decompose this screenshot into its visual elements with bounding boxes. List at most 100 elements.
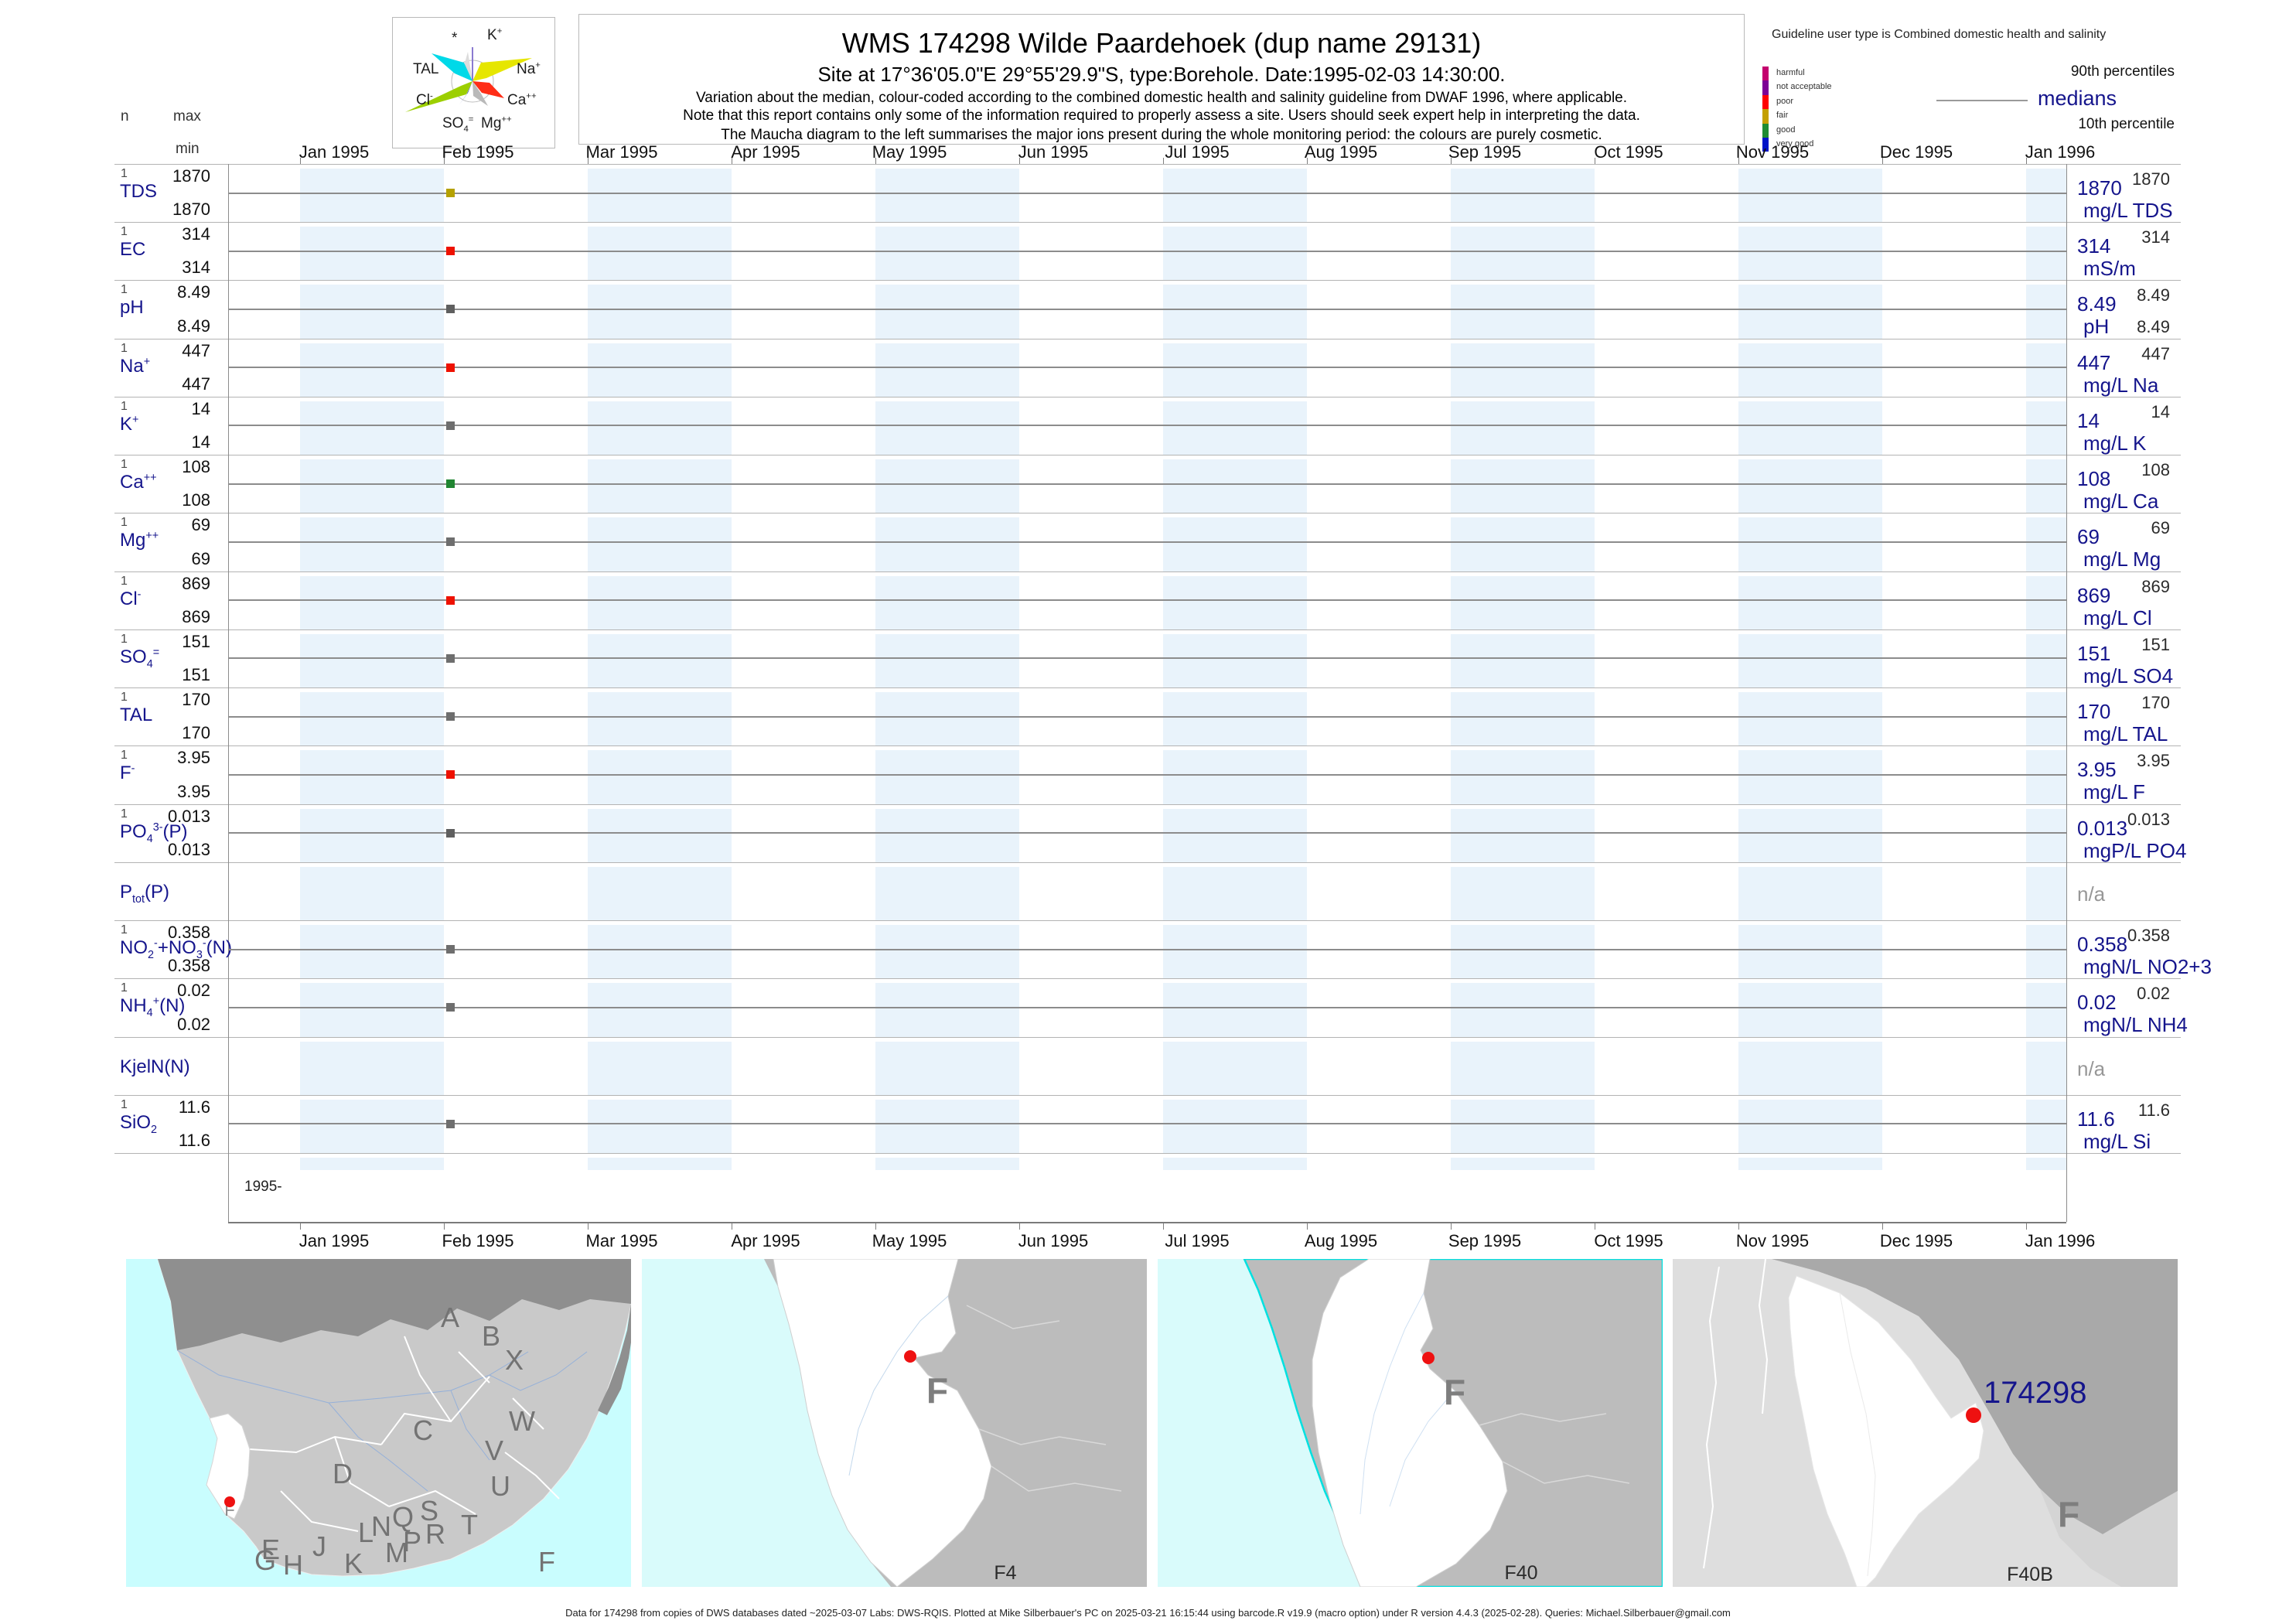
guideline-class-swatch [1762, 138, 1769, 152]
site-info-line: Site at 17°36'05.0"E 29°55'29.9"S, type:… [817, 63, 1506, 86]
parameter-name: Cl- [120, 588, 142, 609]
p90-value: 14 [2151, 401, 2170, 421]
month-stripe [1451, 517, 1595, 571]
unit-label: mgN/L NH4 [2083, 1013, 2188, 1037]
region-letter: F [2058, 1494, 2079, 1534]
median-value: 108 [2077, 467, 2111, 491]
sample-marker [446, 537, 455, 547]
row-min-value: 3.95 [177, 781, 210, 801]
median-line [228, 948, 2066, 950]
month-label-bottom: Apr 1995 [731, 1231, 800, 1250]
month-stripe [1163, 285, 1307, 339]
month-stripe [875, 227, 1019, 281]
row-min-value: 0.013 [167, 839, 210, 859]
catchment-f40b-highlight [1788, 1275, 1984, 1587]
drainage-region-letter: C [413, 1414, 433, 1446]
median-line [228, 192, 2066, 194]
row-max-value: 8.49 [177, 282, 210, 302]
maucha-blade-mg [473, 81, 488, 106]
p90-value: 314 [2141, 227, 2170, 247]
maucha-blade-misc [464, 52, 473, 81]
month-stripe [1738, 633, 1882, 688]
month-stripe [1738, 285, 1882, 339]
guideline-class-label: not acceptable [1776, 82, 1832, 92]
drainage-region-letter: E [261, 1534, 280, 1565]
unit-label: mg/L TDS [2083, 199, 2173, 222]
month-label-top: Jan 1995 [299, 142, 370, 162]
drainage-region-letter: U [490, 1470, 510, 1502]
month-stripe [875, 1158, 1019, 1170]
month-stripe [1163, 1158, 1307, 1170]
month-stripe [588, 401, 732, 455]
sample-count: 1 [121, 807, 128, 821]
sample-marker [446, 770, 455, 780]
parameter-name: TDS [120, 181, 157, 202]
month-stripe [1451, 633, 1595, 688]
row-max-value: 447 [182, 340, 210, 360]
month-stripe [875, 692, 1019, 746]
median-value: 11.6 [2077, 1107, 2115, 1131]
drainage-region-letter: P [403, 1526, 421, 1557]
month-stripe [588, 227, 732, 281]
month-stripe [875, 285, 1019, 339]
row-max-value: 170 [182, 690, 210, 710]
month-stripe [1163, 227, 1307, 281]
month-stripe [300, 459, 444, 513]
month-stripe [875, 808, 1019, 862]
sample-count: 1 [121, 341, 128, 355]
month-stripe [300, 343, 444, 397]
median-value: 14 [2077, 408, 2100, 432]
drainage-region-letter: L [358, 1517, 374, 1548]
min-column-header: min [176, 141, 200, 157]
month-stripe [2026, 925, 2066, 979]
footer-provenance-text: Data for 174298 from copies of DWS datab… [565, 1607, 1731, 1619]
p90-legend-label: 90th percentiles [2070, 63, 2175, 80]
plot-right-border [2066, 164, 2067, 1222]
median-line [228, 541, 2066, 543]
guideline-user-type-label: Guideline user type is Combined domestic… [1772, 28, 2107, 41]
row-min-value: 14 [191, 432, 210, 452]
month-label-bottom: Jan 1995 [299, 1231, 370, 1250]
drainage-region-letter: X [505, 1344, 524, 1376]
month-stripe [1451, 459, 1595, 513]
month-stripe [2026, 1099, 2066, 1153]
site-id-label: 174298 [1984, 1376, 2086, 1410]
month-stripe [588, 517, 732, 571]
month-stripe [875, 983, 1019, 1037]
axis-tick-bottom [1163, 1223, 1164, 1230]
month-label-bottom: Jun 1995 [1018, 1231, 1089, 1250]
sample-count: 1 [121, 516, 128, 530]
f4-panel-label: F4 [994, 1562, 1016, 1584]
year-range-label: 1995- [244, 1179, 282, 1195]
month-stripe [1163, 633, 1307, 688]
inner-boundary [1839, 1292, 1876, 1577]
median-line [228, 832, 2066, 834]
row-max-value: 869 [182, 573, 210, 593]
drainage-region-letter: M [385, 1537, 408, 1568]
site-marker-dot [904, 1350, 916, 1363]
sample-marker [446, 653, 455, 663]
p90-value: 447 [2141, 343, 2170, 363]
month-label-top: Apr 1995 [731, 142, 800, 162]
sample-count: 1 [121, 167, 128, 180]
p90-value: 69 [2151, 518, 2170, 538]
maucha-ion-label: TAL [413, 61, 439, 77]
p90-value: 0.358 [2127, 926, 2170, 946]
sample-count: 1 [121, 632, 128, 646]
month-stripe [875, 401, 1019, 455]
month-stripe [1738, 227, 1882, 281]
sample-count: 1 [121, 981, 128, 995]
axis-tick-top [2026, 158, 2027, 164]
month-stripe [1451, 227, 1595, 281]
sample-count: 1 [121, 574, 128, 588]
note-line-3: The Maucha diagram to the left summarise… [721, 127, 1602, 143]
month-stripe [2026, 227, 2066, 281]
month-stripe [588, 575, 732, 629]
unit-label: mg/L F [2083, 780, 2145, 804]
maucha-ion-label: SO4= [442, 114, 474, 134]
month-stripe [1738, 169, 1882, 223]
month-stripe [300, 285, 444, 339]
unit-label: mS/m [2083, 257, 2136, 281]
month-stripe [1163, 925, 1307, 979]
parameter-name: NO2-+NO3-(N) [120, 937, 232, 961]
